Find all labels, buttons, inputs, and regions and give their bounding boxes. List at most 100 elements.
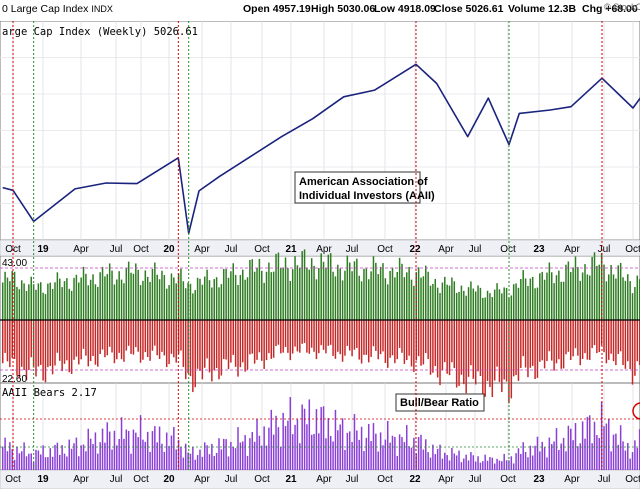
bull-bar — [142, 280, 144, 320]
bull-bar — [56, 272, 59, 320]
ratio-bar — [1, 446, 4, 470]
bull-bar — [108, 263, 111, 320]
bear-bar — [356, 320, 358, 348]
bear-bar — [417, 320, 420, 357]
ratio-bar — [389, 442, 391, 470]
header-change: Chg +68.00 — [582, 3, 638, 15]
ratio-bar — [203, 442, 206, 470]
bear-bar — [234, 320, 237, 367]
bull-bar — [196, 277, 199, 320]
bear-bar — [268, 320, 270, 354]
bull-bar — [218, 287, 220, 320]
bull-bar — [99, 272, 101, 320]
ratio-bar — [591, 443, 593, 470]
ratio-bar — [270, 409, 273, 470]
ratio-bar — [341, 418, 344, 470]
bull-bar — [132, 273, 135, 320]
bull-bar — [6, 277, 9, 320]
ratio-bar — [275, 415, 277, 470]
bear-bar — [565, 320, 567, 355]
bull-bar — [329, 253, 332, 320]
ratio-bar — [87, 428, 90, 470]
bear-bar — [465, 320, 467, 394]
bull-bar — [555, 275, 558, 320]
bear-bar — [251, 320, 254, 354]
bear-bar — [51, 320, 54, 375]
bear-bar — [524, 320, 527, 368]
bull-bar — [467, 287, 470, 320]
bull-bar — [313, 265, 315, 320]
bear-bar — [527, 320, 529, 378]
bear-bar — [170, 320, 173, 354]
ratio-bar — [173, 427, 175, 470]
chart-title: 0 Large Cap Index INDX — [2, 3, 113, 15]
bear-bar — [403, 320, 406, 364]
ratio-bar — [82, 444, 85, 470]
ratio-bar — [320, 407, 322, 470]
bull-bar — [589, 275, 591, 320]
bull-bar — [627, 274, 629, 320]
bear-bar — [189, 320, 192, 377]
bull-bar — [299, 267, 301, 320]
ratio-bar — [258, 435, 261, 470]
bull-bar — [39, 282, 42, 320]
bull-bar — [51, 288, 54, 320]
ratio-bar — [496, 458, 498, 470]
bear-bar — [177, 320, 180, 354]
bear-bar — [539, 320, 541, 362]
ratio-bar — [491, 457, 494, 470]
x-tick-label: Oct — [254, 244, 270, 255]
bear-bar — [329, 320, 332, 345]
bear-bar — [116, 320, 118, 360]
ratio-bar — [111, 449, 113, 470]
bear-bar — [541, 320, 543, 361]
bear-bar — [610, 320, 612, 354]
bear-bar — [75, 320, 78, 357]
bull-bar — [173, 277, 175, 320]
bear-bar — [325, 320, 327, 354]
bull-bar — [436, 287, 439, 320]
bear-bar — [458, 320, 460, 386]
bear-bar — [303, 320, 306, 343]
bull-bar — [615, 278, 617, 320]
bull-bar — [168, 285, 170, 320]
bear-bar — [246, 320, 249, 370]
bear-bar — [560, 320, 562, 369]
bull-bar — [503, 287, 505, 320]
bull-bar — [170, 273, 173, 320]
bull-bar — [287, 267, 289, 320]
bear-bar — [398, 320, 401, 348]
bear-bar — [47, 320, 49, 368]
bear-bar — [531, 320, 534, 366]
bear-bar — [49, 320, 51, 366]
bull-bar — [396, 272, 398, 320]
ratio-bar — [479, 462, 482, 470]
ratio-bar — [301, 404, 303, 470]
bear-bar — [353, 320, 356, 350]
ratio-bar — [51, 456, 54, 470]
bull-bar — [315, 279, 318, 320]
bear-bar — [489, 320, 491, 387]
ratio-bar — [206, 445, 208, 470]
ratio-bar — [68, 439, 71, 470]
bull-bar — [47, 283, 49, 320]
price-panel-title: arge Cap Index (Weekly) 5026.61 — [2, 26, 198, 38]
bear-bar — [272, 320, 275, 358]
ratio-bar — [638, 429, 640, 470]
bull-bar — [608, 274, 610, 320]
bull-bar — [629, 281, 631, 320]
bull-bar — [534, 288, 536, 320]
bull-bar — [256, 267, 258, 320]
bear-bar — [206, 320, 208, 359]
bull-bar — [425, 265, 427, 320]
bull-bar — [593, 252, 596, 320]
bear-bar — [280, 320, 282, 354]
bear-bar — [555, 320, 558, 364]
bull-bar — [306, 267, 308, 320]
ratio-bar — [294, 424, 296, 470]
bull-bar — [415, 272, 418, 320]
bear-bar — [44, 320, 47, 383]
bull-bar — [375, 262, 377, 320]
bear-bar — [365, 320, 368, 355]
